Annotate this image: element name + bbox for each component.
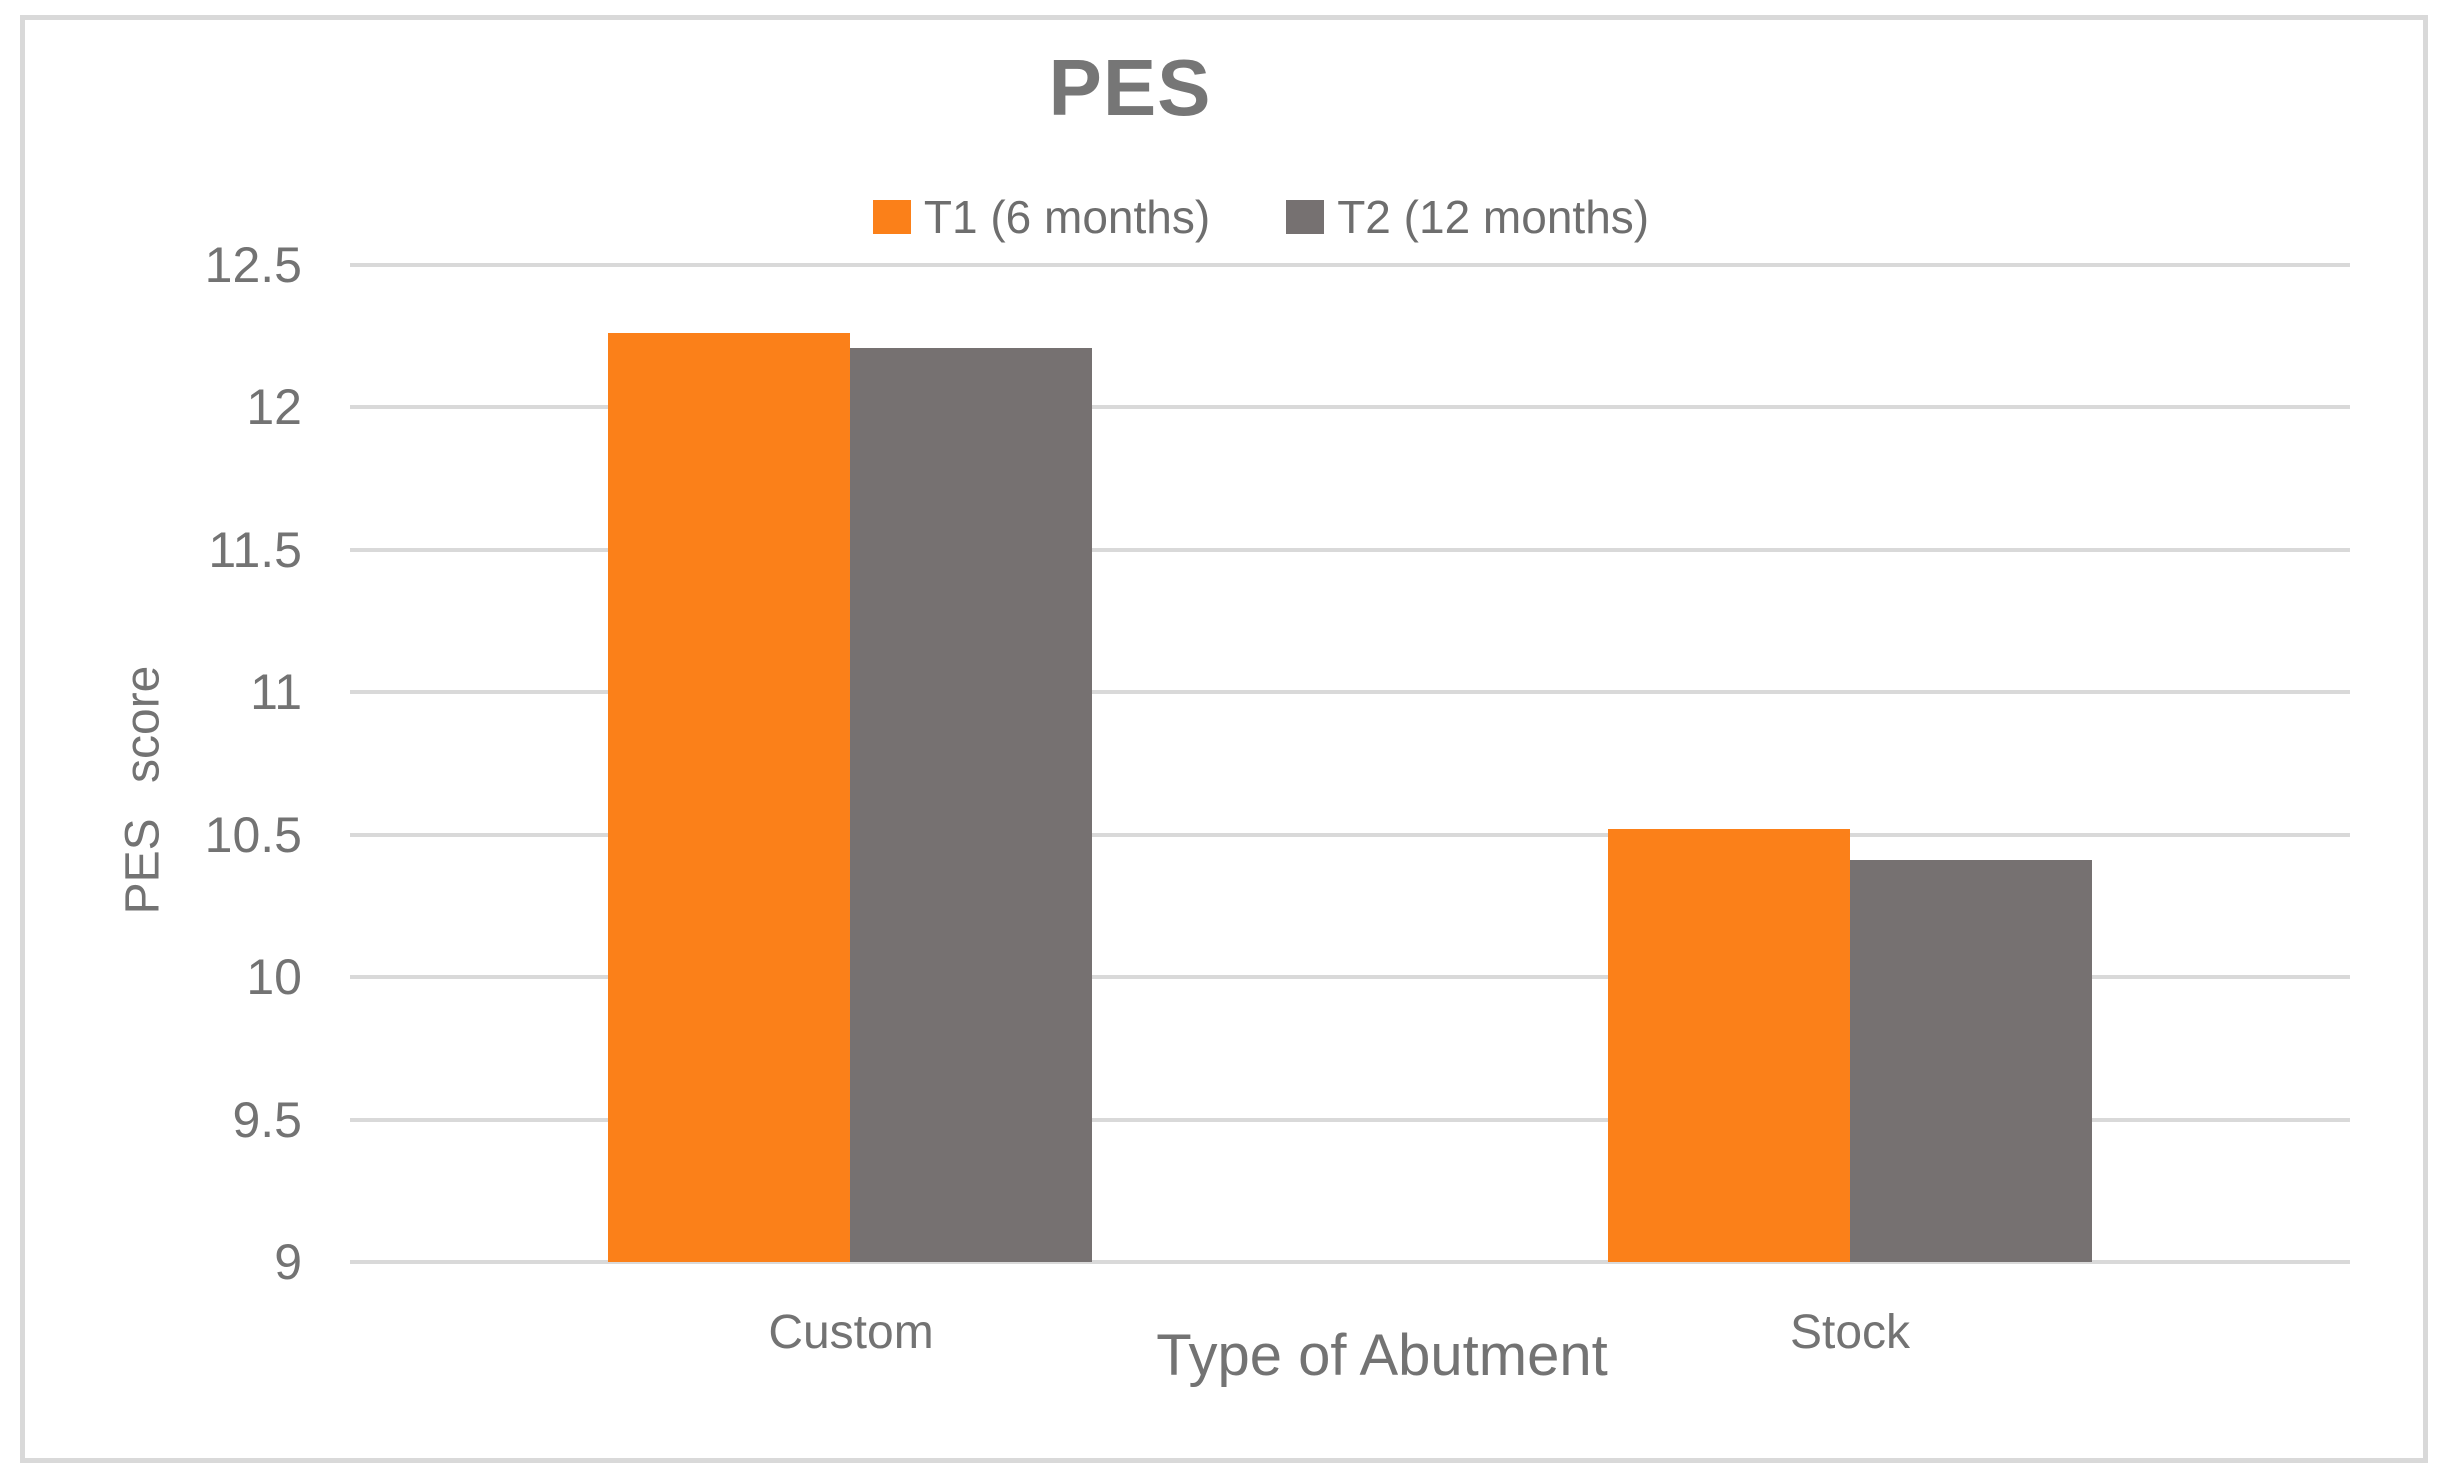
bar: [608, 333, 850, 1262]
chart-title: PES: [1048, 43, 1212, 132]
y-tick-label: 10: [246, 949, 302, 1006]
gridline: [350, 405, 2350, 410]
x-axis-title: Type of Abutment: [1156, 1323, 1608, 1388]
gridline: [350, 832, 2350, 837]
y-tick-label: 10.5: [204, 806, 302, 863]
y-tick-label: 11: [250, 664, 302, 721]
legend-item-t2: T2 (12 months): [1286, 190, 1649, 244]
y-axis-tick-labels: 9 9.5 10 10.5 11 11.5 12 12.5: [0, 239, 302, 1288]
legend-item-t1: T1 (6 months): [872, 190, 1211, 244]
bar: [850, 347, 1092, 1262]
legend-label-t1: T1 (6 months): [923, 191, 1211, 243]
plot-area: [350, 263, 2350, 1264]
gridline: [350, 975, 2350, 980]
y-tick-label: 12: [246, 379, 302, 436]
chart-border-frame: [20, 15, 2428, 1463]
bar: [1850, 860, 2092, 1262]
gridline: [350, 263, 2350, 267]
y-tick-label: 11.5: [208, 521, 302, 578]
gridline: [350, 1117, 2350, 1122]
y-tick-label: 9: [274, 1234, 302, 1290]
bar: [1608, 829, 1850, 1262]
legend-swatch-t2-icon: [1286, 200, 1325, 234]
gridline: [350, 1260, 2350, 1264]
legend-label-t2: T2 (12 months): [1337, 191, 1650, 243]
y-tick-label: 12.5: [204, 237, 302, 293]
legend: T1 (6 months) T2 (12 months): [74, 190, 2448, 244]
legend-swatch-t1-icon: [872, 200, 911, 234]
x-category-label-custom: Custom: [768, 1306, 934, 1359]
gridline: [350, 690, 2350, 695]
x-category-label-stock: Stock: [1789, 1306, 1911, 1359]
y-tick-label: 9.5: [232, 1091, 302, 1148]
gridline: [350, 547, 2350, 552]
